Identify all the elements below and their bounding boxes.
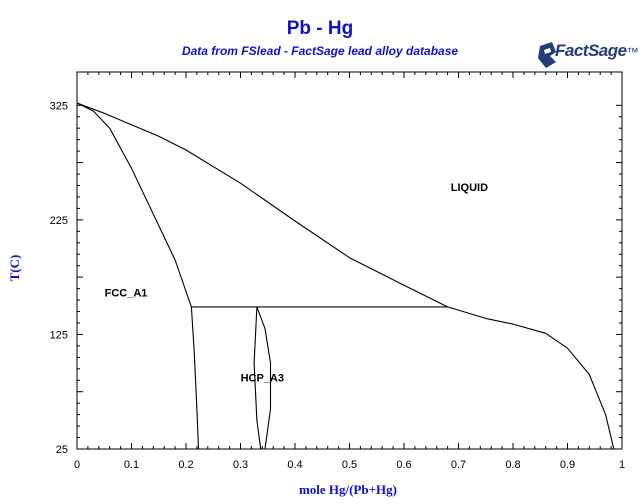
x-tick-label: 0.8 (505, 459, 520, 471)
chart-subtitle: Data from FSlead - FactSage lead alloy d… (181, 44, 459, 58)
phase-label: FCC_A1 (105, 288, 148, 300)
x-tick-label: 0.4 (287, 459, 302, 471)
phase-boundary-3 (190, 306, 200, 450)
x-tick-label: 1 (619, 459, 625, 471)
x-tick-label: 0.6 (396, 459, 411, 471)
phase-labels-group: LIQUID FCC_A1 HCP_A3 (105, 182, 488, 384)
plot-frame (76, 71, 623, 450)
x-tick-label: 0.9 (560, 459, 575, 471)
x-axis-label: mole Hg/(Pb+Hg) (298, 482, 398, 497)
y-tick-label: 125 (50, 329, 68, 341)
x-tick-label: 0 (74, 459, 80, 471)
phase-boundary-0 (76, 102, 615, 450)
phase-boundary-5 (256, 306, 272, 450)
logo-mark-icon (538, 42, 556, 68)
y-axis-label: T(C) (7, 254, 22, 282)
phase-label: HCP_A3 (241, 372, 284, 384)
x-tick-label: 0.3 (233, 459, 248, 471)
logo-tm: ™ (626, 45, 639, 59)
phase-boundary-4 (253, 306, 262, 450)
x-tick-label: 0.1 (124, 459, 139, 471)
phase-boundary-1 (76, 102, 192, 308)
x-tick-label: 0.2 (178, 459, 193, 471)
y-tick-label: 325 (50, 100, 68, 112)
y-tick-label: 25 (56, 444, 68, 456)
ticks-group (76, 72, 623, 450)
phase-boundaries (76, 102, 615, 450)
logo-text: FactSage (555, 41, 627, 60)
logo-word: FactSage™ (555, 41, 639, 61)
phase-label: LIQUID (451, 182, 488, 194)
y-tick-labels: 25 125 225 325 (50, 100, 68, 456)
factsage-logo: FactSage™ (536, 38, 639, 72)
y-tick-label: 225 (50, 215, 68, 227)
x-tick-labels: 0 0.1 0.2 0.3 0.4 0.5 0.6 0.7 0.8 0.9 1 (74, 459, 625, 471)
x-tick-label: 0.7 (451, 459, 466, 471)
x-tick-label: 0.5 (342, 459, 357, 471)
chart-title: Pb - Hg (286, 18, 354, 39)
